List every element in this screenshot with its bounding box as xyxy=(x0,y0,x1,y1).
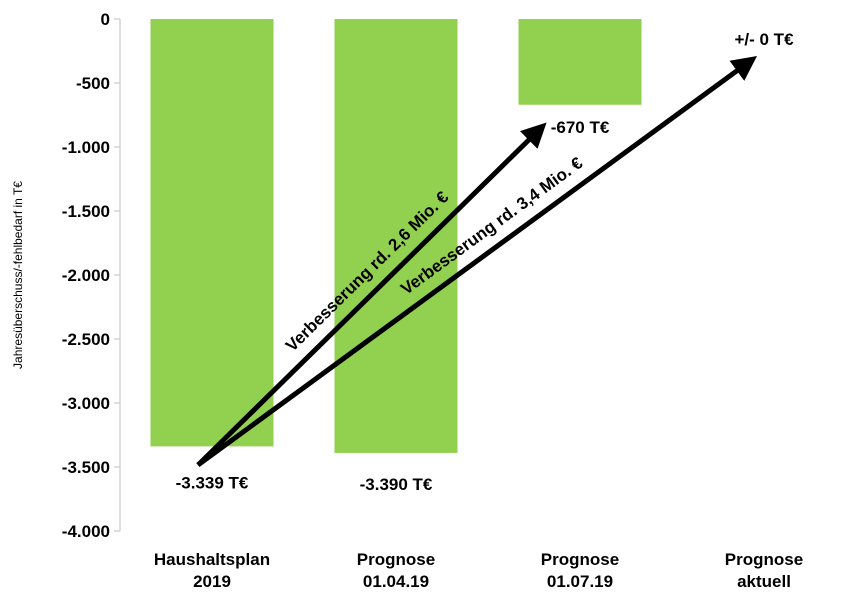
x-tick-label: Haushaltsplan xyxy=(154,550,270,569)
x-tick-label: Prognose xyxy=(541,550,619,569)
y-tick-label: -3.000 xyxy=(62,394,110,413)
data-label: -3.390 T€ xyxy=(360,475,433,494)
y-tick-label: -2.500 xyxy=(62,330,110,349)
annotations: Verbesserung rd. 2,6 Mio. €Verbesserung … xyxy=(196,56,758,468)
y-tick-label: 0 xyxy=(101,10,110,29)
y-tick-label: -1.500 xyxy=(62,202,110,221)
x-tick-label: 2019 xyxy=(193,572,231,591)
x-tick-label: aktuell xyxy=(737,572,791,591)
x-tick-label: Prognose xyxy=(725,550,803,569)
y-tick-label: -500 xyxy=(76,74,110,93)
y-tick-label: -3.500 xyxy=(62,458,110,477)
improvement-arrow xyxy=(196,122,547,467)
y-tick-label: -2.000 xyxy=(62,266,110,285)
y-tick-label: -4.000 xyxy=(62,522,110,541)
y-tick-label: -1.000 xyxy=(62,138,110,157)
data-label: +/- 0 T€ xyxy=(734,30,794,49)
data-label: -3.339 T€ xyxy=(176,473,249,492)
bar xyxy=(334,19,458,453)
data-labels: -3.339 T€ -3.390 T€ -670 T€ +/- 0 T€ xyxy=(176,30,794,494)
x-tick-label: 01.04.19 xyxy=(363,572,429,591)
data-label: -670 T€ xyxy=(551,118,610,137)
x-tick-label: 01.07.19 xyxy=(547,572,613,591)
x-axis: Haushaltsplan 2019 Prognose 01.04.19 Prognos… xyxy=(154,550,803,591)
y-axis: 0 -500 -1.000 -1.500 -2.000 -2.500 -3.000 -3.50… xyxy=(62,10,120,541)
x-tick-label: Prognose xyxy=(357,550,435,569)
y-axis-label: Jahresüberschuss/-fehlbedarf in T€ xyxy=(11,181,25,369)
bars xyxy=(150,19,642,453)
bar xyxy=(518,19,642,105)
bar xyxy=(150,19,274,447)
improvement-arrow xyxy=(196,56,758,468)
